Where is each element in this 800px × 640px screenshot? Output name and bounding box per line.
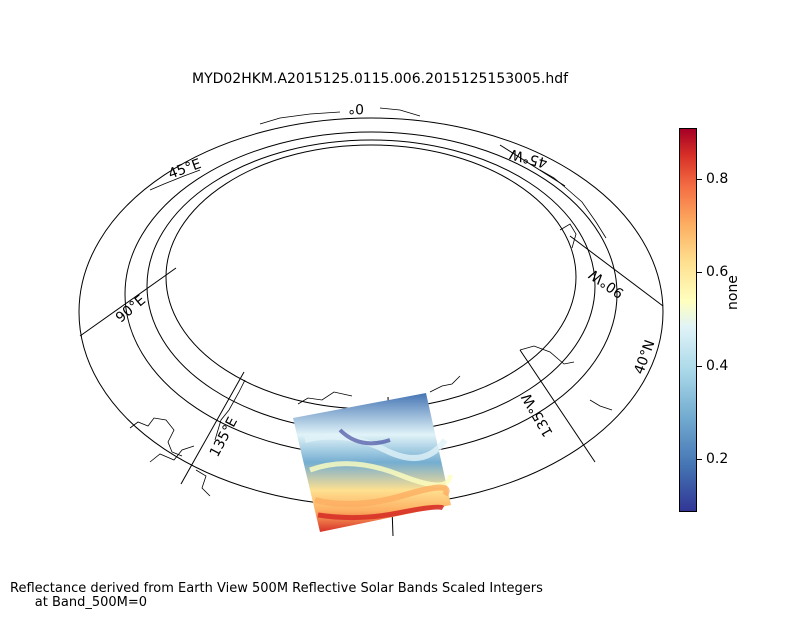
reflectance-swath (293, 393, 453, 532)
colorbar-ticklabel-0.4: 0.4 (706, 358, 729, 374)
parallel-circle-2 (146, 139, 596, 433)
label-90e: 90°E (113, 292, 149, 326)
label-40n: 40°N (631, 338, 658, 377)
figure-caption: Reflectance derived from Earth View 500M… (10, 582, 543, 610)
colorbar-tick-0.2 (697, 459, 702, 460)
colorbar-tick-0.8 (697, 179, 702, 180)
colorbar-tick-0.4 (697, 366, 702, 367)
coastlines (129, 107, 613, 497)
colorbar (679, 128, 697, 512)
parallel-circle-3 (165, 144, 577, 410)
label-90w: 90°W (586, 266, 627, 301)
meridian-45w-line (499, 144, 566, 187)
label-135e: 135°E (207, 415, 241, 460)
colorbar-ticklabel-0.8: 0.8 (706, 171, 729, 187)
meridian-90e-line (79, 267, 177, 337)
meridian-135e-line (180, 371, 245, 485)
caption-line-1: Reflectance derived from Earth View 500M… (10, 581, 543, 596)
label-135w: 135°W (519, 390, 557, 439)
caption-line-2: at Band_500M=0 (34, 595, 148, 610)
colorbar-ticklabel-0.6: 0.6 (706, 264, 729, 280)
label-0: 0° (348, 100, 364, 116)
map-title: MYD02HKM.A2015125.0115.006.2015125153005… (191, 71, 569, 87)
colorbar-ticklabel-0.2: 0.2 (706, 451, 729, 467)
meridian-135w-line (519, 349, 596, 463)
meridian-90w-line (569, 235, 664, 307)
colorbar-tick-0.6 (697, 272, 702, 273)
colorbar-label: none (725, 275, 741, 310)
